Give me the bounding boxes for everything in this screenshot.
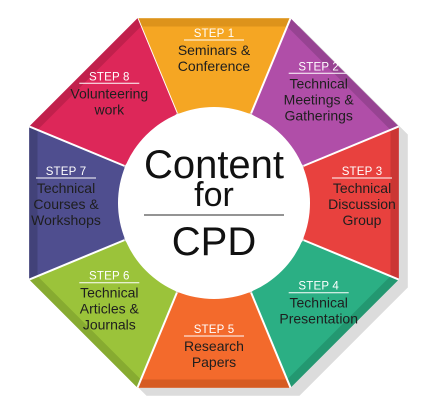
segment-text-line: Workshops [31, 212, 101, 228]
segment-text-line: Technical [80, 285, 138, 301]
segment-separator [136, 292, 178, 389]
segment-bevel [390, 126, 399, 280]
segment-text-line: Gatherings [284, 107, 352, 123]
segment-text-line: Group [343, 212, 382, 228]
segment-text-line: Conference [178, 58, 251, 74]
step-label: STEP 2 [298, 61, 339, 73]
segment-face [29, 126, 125, 280]
octagon-segments: STEP 1 Seminars &Conference STEP 2 Technica… [28, 17, 400, 389]
segment-text-line: Technical [37, 180, 95, 196]
segment-text-line: Papers [192, 354, 236, 370]
segment-text-line: work [94, 101, 126, 117]
segment-text-line: Articles & [80, 301, 140, 317]
center-circle-group: Content for CPD [118, 107, 310, 299]
center-title-line3: CPD [172, 220, 256, 264]
step-label: STEP 4 [298, 281, 339, 293]
segment-text-line: Journals [83, 317, 136, 333]
segment-separator [28, 239, 125, 281]
segment-bevel [287, 18, 399, 130]
segment-separator [303, 239, 400, 281]
segment-text-line: Discussion [328, 196, 396, 212]
segment-text-line: Technical [290, 75, 348, 91]
segment-face [303, 126, 399, 280]
step-label: STEP 3 [342, 166, 383, 178]
segment-text-line: Courses & [33, 196, 99, 212]
step-label: STEP 8 [89, 71, 130, 83]
step-label: STEP 7 [46, 166, 87, 178]
segment-bevel [29, 18, 141, 130]
segment-bevel [137, 379, 291, 388]
segment-text-line: Technical [333, 180, 391, 196]
center-title-line2: for [194, 176, 234, 214]
center-circle [118, 107, 310, 299]
segment-bevel [29, 126, 38, 280]
segment-bevel [137, 18, 291, 27]
segment-text-line: Presentation [279, 311, 358, 327]
segment-face [251, 18, 399, 166]
segment-face [137, 292, 291, 388]
segment-text-line: Research [184, 338, 244, 354]
segment-face [137, 18, 291, 114]
segment-text-line: Volunteering [70, 85, 148, 101]
segment-text-line: Technical [290, 295, 348, 311]
segment-separator [250, 292, 292, 389]
step-label: STEP 6 [89, 271, 130, 283]
segment-separator [28, 125, 125, 167]
segment-face [29, 18, 177, 166]
segment-separator [303, 125, 400, 167]
center-title-line1: Content [144, 143, 284, 187]
segment-separator [250, 17, 292, 114]
segment-face [251, 240, 399, 388]
step-label: STEP 5 [194, 324, 235, 336]
segment-face [29, 240, 177, 388]
segment-bevel [287, 276, 399, 388]
segment-bevel [29, 276, 141, 388]
segment-text-line: Seminars & [178, 42, 251, 58]
segment-text-line: Meetings & [284, 91, 355, 107]
step-label: STEP 1 [194, 28, 235, 40]
